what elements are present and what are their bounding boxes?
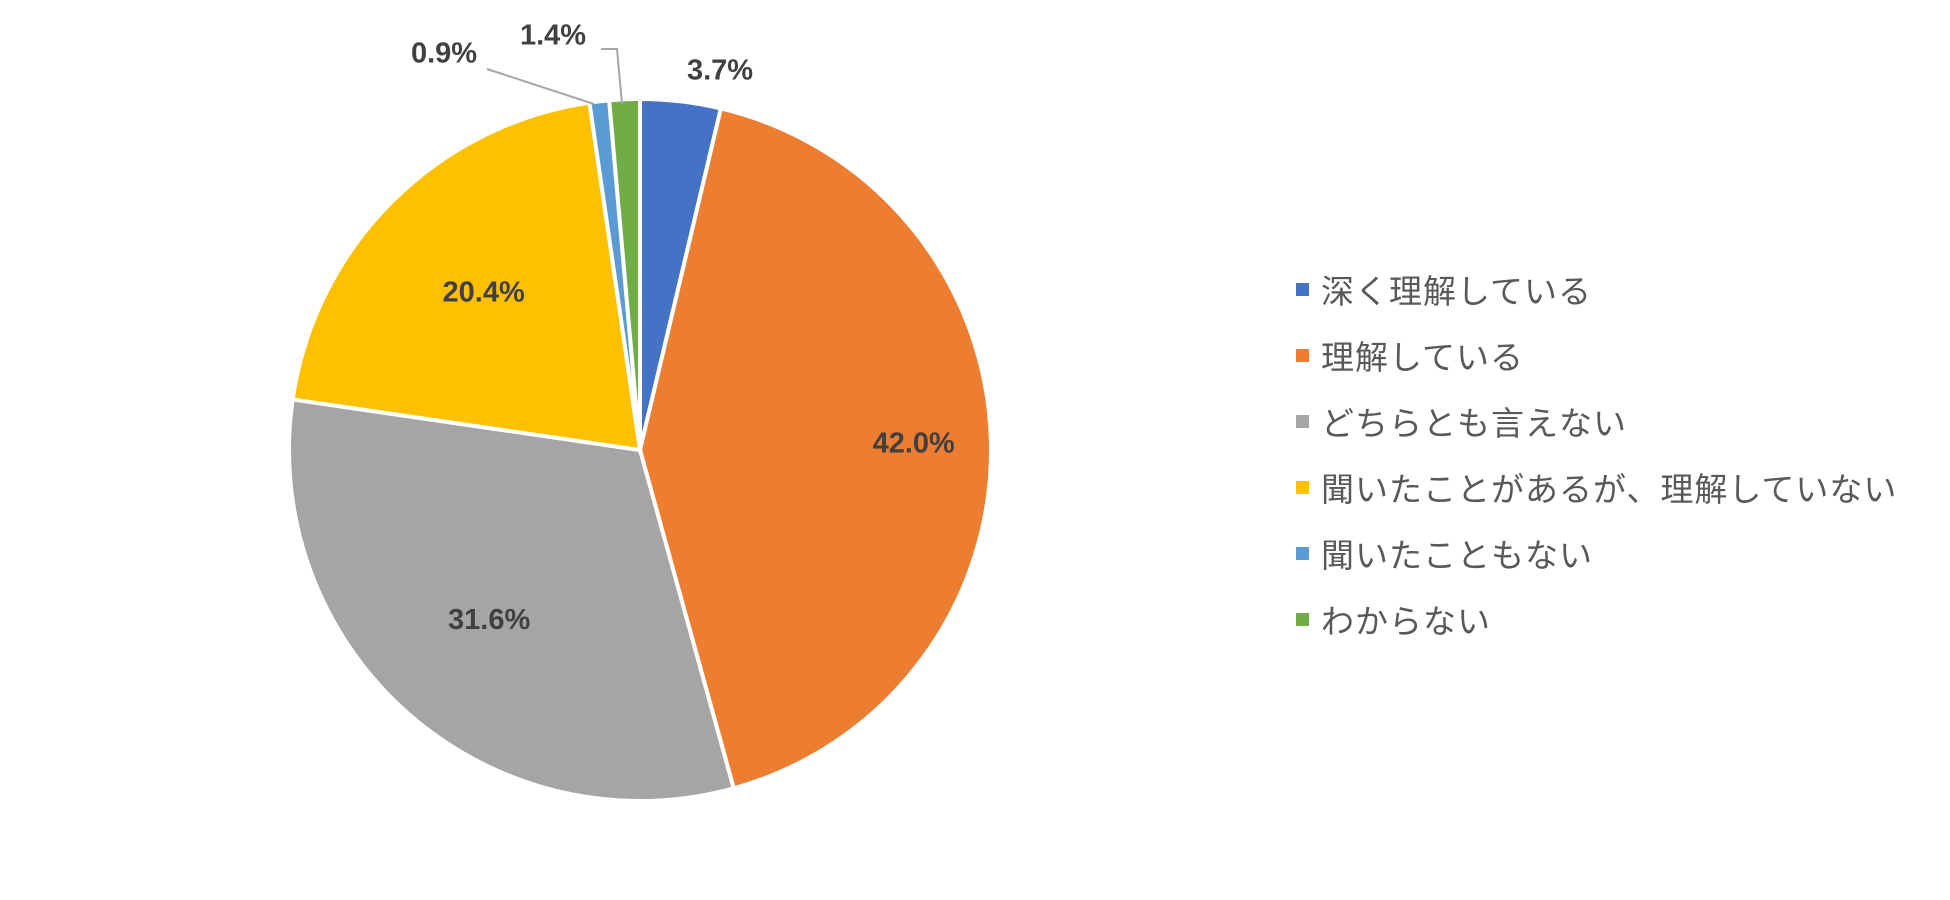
data-label-1: 3.7%: [687, 55, 753, 87]
pie-slice-4: [290, 100, 642, 452]
pie-slices: [287, 97, 993, 803]
legend-swatch: [1296, 546, 1309, 560]
legend-swatch: [1296, 282, 1309, 296]
legend-label: 理解している: [1321, 338, 1525, 377]
data-label-6: 1.4%: [520, 20, 586, 52]
leader-line-5: [486, 68, 595, 105]
pie-slice-6: [607, 97, 642, 452]
legend-swatch: [1296, 414, 1309, 428]
leader-line-6: [601, 48, 623, 105]
pie-slice-2: [638, 106, 993, 791]
legend-item-1: 深く理解している: [1296, 256, 1897, 322]
legend-label: どちらとも言えない: [1321, 404, 1627, 443]
legend-label: 深く理解している: [1321, 272, 1593, 311]
legend-item-6: わからない: [1296, 586, 1897, 652]
legend-item-4: 聞いたことがあるが、理解していない: [1296, 454, 1897, 520]
legend-label: 聞いたことがあるが、理解していない: [1321, 470, 1898, 509]
pie-slice-3: [287, 397, 736, 803]
data-label-4: 20.4%: [443, 276, 525, 308]
legend-label: 聞いたこともない: [1321, 536, 1593, 575]
data-label-5: 0.9%: [411, 38, 477, 70]
legend-swatch: [1296, 612, 1309, 626]
legend-item-2: 理解している: [1296, 322, 1897, 388]
legend-item-3: どちらとも言えない: [1296, 388, 1897, 454]
data-label-2: 42.0%: [873, 427, 955, 459]
legend: 深く理解している 理解しているどちらとも言えない聞いたことがあるが、理解していない…: [1296, 256, 1897, 652]
legend-item-5: 聞いたこともない: [1296, 520, 1897, 586]
legend-label: わからない: [1321, 602, 1491, 641]
legend-swatch: [1296, 480, 1309, 494]
data-label-3: 31.6%: [448, 604, 530, 636]
leader-lines: [486, 48, 623, 105]
legend-swatch: [1296, 348, 1309, 362]
data-labels: 3.7% 42.0% 31.6% 20.4% 0.9% 1.4%: [411, 20, 955, 636]
